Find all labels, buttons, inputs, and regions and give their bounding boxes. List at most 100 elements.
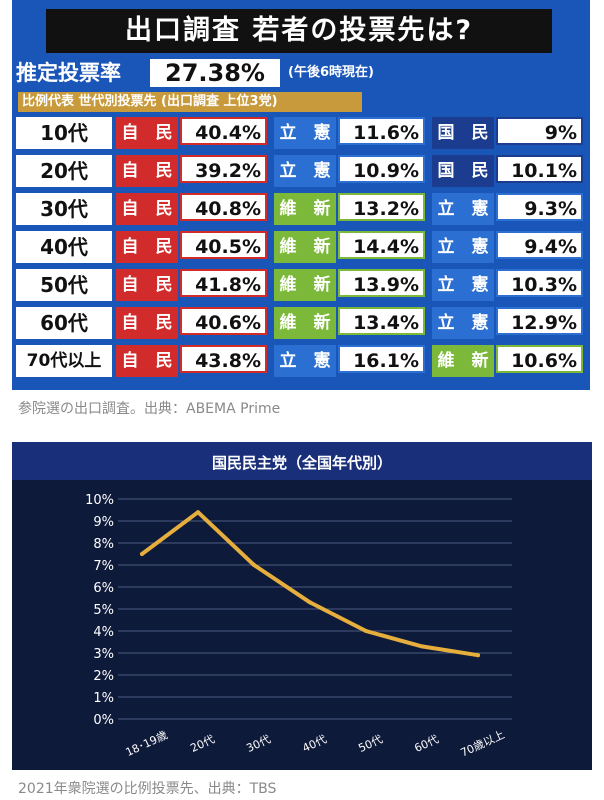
party-percentage: 40.4% [180, 117, 267, 145]
party-name: 立 憲 [274, 155, 336, 187]
caption-chart: 2021年衆院選の比例投票先、出典：TBS [18, 781, 277, 797]
party-name: 維 新 [274, 269, 336, 301]
party-percentage: 13.4% [338, 307, 425, 335]
party-percentage: 41.8% [180, 269, 267, 297]
y-tick-label: 9% [93, 515, 114, 530]
age-label: 40代 [16, 231, 112, 263]
chart-title-band [12, 442, 592, 480]
party-cell: 維 新 13.2% [274, 193, 429, 225]
party-percentage: 10.9% [338, 155, 425, 183]
party-cell: 維 新 13.4% [274, 307, 429, 339]
data-point [308, 600, 312, 605]
party-percentage: 9.3% [496, 193, 583, 221]
exit-poll-panel: 出口調査 若者の投票先は? 推定投票率 27.38% (午後6時現在) 比例代表… [12, 0, 590, 390]
party-name: 自 民 [116, 307, 178, 339]
turnout-bar: 推定投票率 27.38% (午後6時現在) [12, 58, 590, 90]
x-tick-label: 70歳以上 [458, 728, 506, 760]
party-cell: 立 憲 10.3% [432, 269, 587, 301]
party-percentage: 14.4% [338, 231, 425, 259]
party-cell: 自 民 40.5% [116, 231, 271, 263]
party-name: 維 新 [274, 193, 336, 225]
party-cell: 維 新 13.9% [274, 269, 429, 301]
party-percentage: 9% [496, 117, 583, 145]
poll-row: 40代自 民 40.5% 維 新 14.4% 立 憲 9.4% [12, 229, 590, 265]
line-chart: 国民民主党（全国年代別） 0% 1% 2% 3% 4% 5% 6% 7% 8% 9% 10% 18･19… [12, 442, 592, 760]
party-cell: 立 憲 9.4% [432, 231, 587, 263]
y-tick-label: 7% [93, 559, 114, 574]
age-label: 30代 [16, 193, 112, 225]
party-percentage: 12.9% [496, 307, 583, 335]
y-tick-label: 2% [93, 669, 114, 684]
party-cell: 自 民 43.8% [116, 345, 271, 377]
party-name: 立 憲 [432, 231, 494, 263]
x-tick-label: 50代 [356, 733, 384, 755]
party-cell: 自 民 41.8% [116, 269, 271, 301]
party-percentage: 9.4% [496, 231, 583, 259]
party-percentage: 40.5% [180, 231, 267, 259]
party-name: 自 民 [116, 231, 178, 263]
party-name: 自 民 [116, 193, 178, 225]
party-name: 維 新 [274, 231, 336, 263]
data-point [252, 563, 256, 567]
poll-row: 60代自 民 40.6% 維 新 13.4% 立 憲 12.9% [12, 305, 590, 341]
party-name: 国 民 [432, 155, 494, 187]
y-tick-label: 3% [93, 647, 114, 662]
party-name: 自 民 [116, 269, 178, 301]
party-name: 立 憲 [274, 345, 336, 377]
party-cell: 自 民 39.2% [116, 155, 271, 187]
y-tick-label: 4% [93, 625, 114, 640]
x-tick-label: 60代 [412, 733, 440, 755]
poll-row: 20代自 民 39.2% 立 憲 10.9% 国 民 10.1% [12, 153, 590, 189]
x-tick-label: 30代 [244, 733, 272, 755]
party-percentage: 40.8% [180, 193, 267, 221]
data-point [140, 552, 144, 556]
series-line [140, 510, 480, 658]
party-cell: 国 民 10.1% [432, 155, 587, 187]
party-cell: 維 新 14.4% [274, 231, 429, 263]
y-tick-label: 1% [93, 691, 114, 706]
party-percentage: 10.3% [496, 269, 583, 297]
party-cell: 立 憲 11.6% [274, 117, 429, 149]
party-cell: 立 憲 12.9% [432, 307, 587, 339]
party-name: 自 民 [116, 117, 178, 149]
x-tick-label: 18･19歳 [124, 729, 170, 760]
y-tick-label: 5% [93, 603, 114, 618]
line-chart-panel: 国民民主党（全国年代別） 0% 1% 2% 3% 4% 5% 6% 7% 8% 9% 10% 18･19… [12, 442, 592, 770]
party-cell: 維 新 10.6% [432, 345, 587, 377]
poll-row: 50代自 民 41.8% 維 新 13.9% 立 憲 10.3% [12, 267, 590, 303]
data-point [364, 629, 368, 633]
party-percentage: 11.6% [338, 117, 425, 145]
party-name: 立 憲 [432, 193, 494, 225]
caption-exit-poll: 参院選の出口調査。出典：ABEMA Prime [18, 401, 281, 417]
party-percentage: 43.8% [180, 345, 267, 373]
party-name: 維 新 [432, 345, 494, 377]
age-label: 50代 [16, 269, 112, 301]
party-cell: 国 民 9% [432, 117, 587, 149]
y-tick-label: 0% [93, 713, 114, 728]
x-tick-label: 40代 [300, 733, 328, 755]
data-point [476, 653, 480, 658]
party-name: 立 憲 [432, 269, 494, 301]
party-cell: 自 民 40.4% [116, 117, 271, 149]
y-tick-label: 8% [93, 537, 114, 552]
party-percentage: 10.1% [496, 155, 583, 183]
party-name: 自 民 [116, 345, 178, 377]
poll-row: 10代自 民 40.4% 立 憲 11.6% 国 民 9% [12, 115, 590, 151]
poll-title: 出口調査 若者の投票先は? [46, 9, 552, 53]
party-name: 立 憲 [274, 117, 336, 149]
party-cell: 立 憲 16.1% [274, 345, 429, 377]
party-cell: 立 憲 10.9% [274, 155, 429, 187]
party-name: 自 民 [116, 155, 178, 187]
party-percentage: 40.6% [180, 307, 267, 335]
party-percentage: 13.9% [338, 269, 425, 297]
poll-subheader: 比例代表 世代別投票先 (出口調査 上位3党) [18, 92, 362, 112]
party-cell: 自 民 40.6% [116, 307, 271, 339]
party-name: 国 民 [432, 117, 494, 149]
age-label: 20代 [16, 155, 112, 187]
party-percentage: 16.1% [338, 345, 425, 373]
party-name: 立 憲 [432, 307, 494, 339]
party-percentage: 39.2% [180, 155, 267, 183]
poll-row: 30代自 民 40.8% 維 新 13.2% 立 憲 9.3% [12, 191, 590, 227]
turnout-note: (午後6時現在) [288, 65, 374, 80]
party-percentage: 13.2% [338, 193, 425, 221]
